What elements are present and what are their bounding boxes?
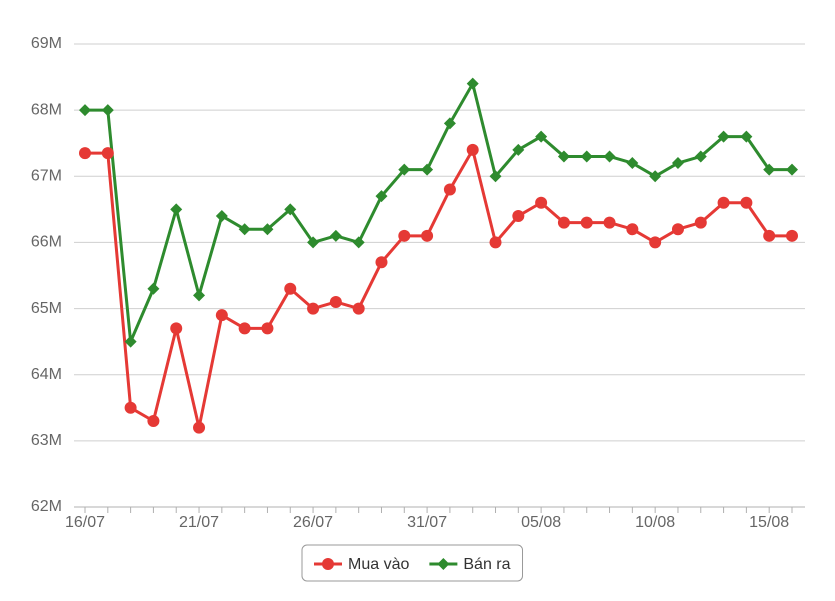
x-tick-label: 05/08 [521, 514, 561, 531]
y-tick-label: 67M [31, 168, 62, 185]
y-tick-label: 66M [31, 234, 62, 251]
y-tick-label: 64M [31, 366, 62, 383]
data-point [557, 150, 570, 163]
data-point [694, 150, 707, 163]
legend: Mua vào Bán ra [301, 544, 524, 582]
data-point [763, 163, 776, 176]
data-point [329, 295, 342, 308]
data-point [375, 256, 388, 269]
data-point [79, 147, 91, 160]
data-point [717, 130, 730, 143]
data-point [603, 216, 616, 229]
legend-item[interactable]: Mua vào [314, 556, 409, 573]
data-point [489, 236, 502, 249]
data-point [421, 163, 434, 176]
data-point [238, 223, 251, 236]
data-point [786, 229, 798, 242]
data-point [489, 170, 502, 183]
y-tick-label: 69M [31, 35, 62, 52]
data-point [466, 77, 479, 90]
data-point [170, 322, 183, 335]
data-point [147, 282, 160, 295]
data-point [215, 209, 228, 222]
y-tick-label: 63M [31, 432, 62, 449]
data-point [763, 229, 776, 242]
data-point [535, 130, 548, 143]
data-point [740, 130, 753, 143]
data-point [284, 203, 297, 216]
data-point [535, 196, 548, 209]
y-tick-label: 65M [31, 300, 62, 317]
x-tick-label: 16/07 [65, 514, 105, 531]
legend-marker [322, 558, 334, 570]
data-point [671, 157, 684, 170]
data-point [375, 190, 388, 203]
data-point [694, 216, 707, 229]
data-point [626, 157, 639, 170]
y-tick-label: 62M [31, 498, 62, 515]
data-point [147, 415, 160, 428]
series-line [85, 148, 792, 430]
data-point [101, 147, 114, 160]
data-point [603, 150, 616, 163]
data-point [580, 216, 593, 229]
x-tick-label: 26/07 [293, 514, 333, 531]
data-point [79, 104, 91, 117]
data-point [717, 196, 730, 209]
data-point [557, 216, 570, 229]
data-point [307, 236, 320, 249]
legend-box [301, 544, 524, 582]
data-point [170, 203, 183, 216]
data-point [649, 236, 662, 249]
data-point [671, 223, 684, 236]
data-point [238, 322, 251, 335]
legend-marker [437, 558, 450, 570]
data-point [124, 335, 137, 348]
data-point [466, 143, 479, 156]
data-point [352, 236, 365, 249]
x-tick-label: 31/07 [407, 514, 447, 531]
x-tick-label: 15/08 [749, 514, 789, 531]
data-point [352, 302, 365, 315]
data-point [398, 229, 411, 242]
data-point [124, 401, 137, 414]
data-point [786, 163, 798, 176]
data-point [512, 143, 525, 156]
data-point [193, 421, 206, 434]
data-point [443, 183, 456, 196]
y-tick-label: 68M [31, 101, 62, 118]
data-point [580, 150, 593, 163]
data-point [626, 223, 639, 236]
data-point [284, 282, 297, 295]
data-point [512, 209, 525, 222]
data-point [261, 322, 274, 335]
data-point [398, 163, 411, 176]
data-point [740, 196, 753, 209]
legend-label: Bán ra [463, 556, 510, 573]
x-tick-label: 21/07 [179, 514, 219, 531]
data-point [443, 117, 456, 130]
data-point [307, 302, 320, 315]
data-point [215, 309, 228, 322]
data-point [101, 104, 114, 117]
legend-label: Mua vào [348, 556, 409, 573]
data-point [649, 170, 662, 183]
series-line [85, 82, 792, 344]
legend-item[interactable]: Bán ra [429, 556, 511, 573]
data-point [329, 229, 342, 242]
data-point [421, 229, 434, 242]
data-point [261, 223, 274, 236]
x-tick-label: 10/08 [635, 514, 675, 531]
data-point [193, 289, 206, 302]
